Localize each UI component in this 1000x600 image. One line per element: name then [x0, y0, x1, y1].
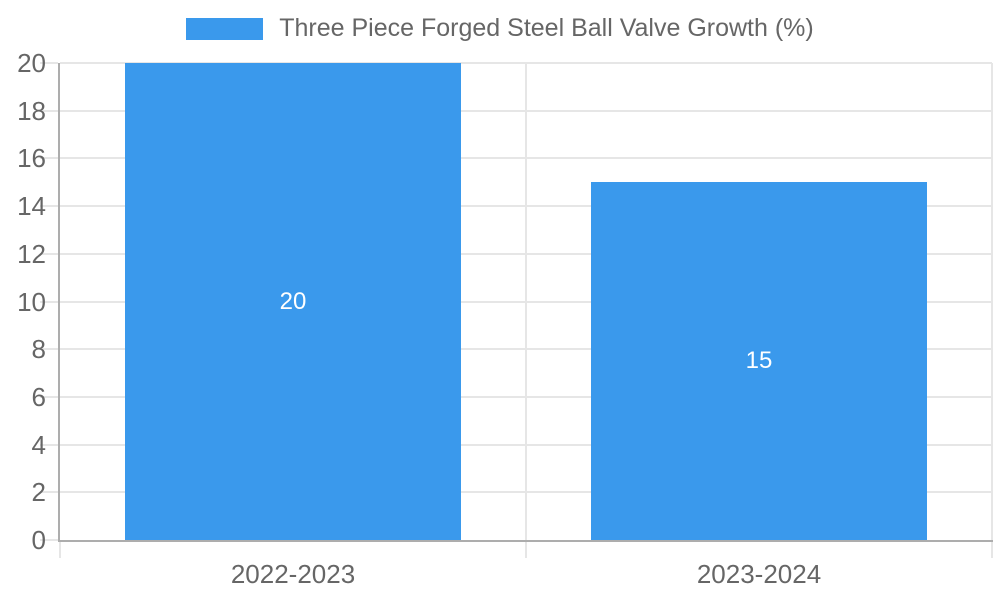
- y-tick-label: 6: [31, 382, 46, 412]
- y-tick-label: 4: [31, 430, 46, 460]
- y-tick-label: 8: [31, 334, 46, 364]
- y-tick-mark: [40, 253, 58, 255]
- legend-swatch-icon: [186, 17, 264, 40]
- x-tick-label: 2022-2023: [230, 559, 356, 589]
- bar[interactable]: [591, 182, 927, 540]
- y-tick-label: 2: [31, 477, 46, 507]
- y-axis-line: [58, 63, 60, 540]
- legend-label: Three Piece Forged Steel Ball Valve Grow…: [279, 14, 814, 42]
- category-separator: [525, 63, 527, 540]
- y-tick-mark: [40, 110, 58, 112]
- y-tick-mark: [40, 396, 58, 398]
- y-tick-label: 18: [17, 96, 46, 126]
- x-tick-mark: [525, 542, 527, 558]
- y-tick-label: 14: [17, 191, 46, 221]
- x-tick-mark: [59, 542, 61, 558]
- y-tick-label: 20: [17, 48, 46, 78]
- y-tick-mark: [40, 301, 58, 303]
- y-tick-mark: [40, 157, 58, 159]
- bar-value-label: 20: [279, 288, 307, 315]
- y-tick-mark: [40, 205, 58, 207]
- x-tick-mark: [991, 542, 993, 558]
- y-tick-mark: [40, 539, 58, 541]
- y-tick-label: 0: [31, 525, 46, 555]
- y-tick-label: 16: [17, 143, 46, 173]
- y-tick-mark: [40, 348, 58, 350]
- y-tick-label: 12: [17, 239, 46, 269]
- bar-value-label: 15: [745, 347, 773, 374]
- y-tick-mark: [40, 62, 58, 64]
- chart-legend[interactable]: Three Piece Forged Steel Ball Valve Grow…: [0, 14, 1000, 43]
- x-tick-label: 2023-2024: [696, 559, 822, 589]
- y-tick-label: 10: [17, 287, 46, 317]
- bar[interactable]: [125, 63, 461, 540]
- category-separator: [991, 63, 993, 540]
- y-tick-mark: [40, 491, 58, 493]
- x-axis-line: [58, 540, 993, 542]
- y-tick-mark: [40, 444, 58, 446]
